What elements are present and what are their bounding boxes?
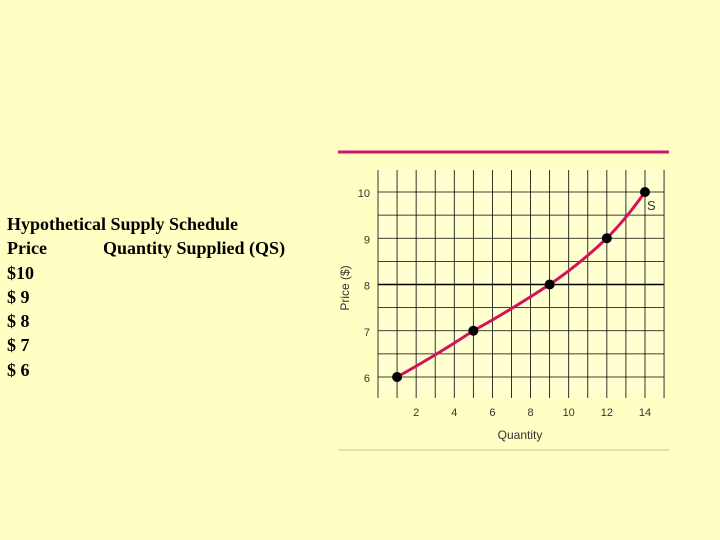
header-qs: Quantity Supplied (QS) [103, 238, 286, 259]
x-tick-label: 4 [451, 407, 457, 419]
data-point [601, 233, 612, 244]
row-price: $ 7 [7, 335, 30, 356]
row-price: $ 8 [7, 311, 30, 332]
y-tick-label: 8 [364, 281, 370, 293]
y-tick-label: 6 [364, 373, 370, 385]
y-tick-label: 9 [364, 234, 370, 246]
row-price: $ 9 [7, 286, 30, 307]
x-tick-label: 10 [563, 407, 575, 419]
series-label: S [647, 198, 656, 213]
row-price: $ 6 [7, 359, 30, 380]
y-tick-label: 10 [358, 188, 370, 200]
schedule-header-row: Price Quantity Supplied (QS) [7, 236, 285, 260]
schedule-title: Hypothetical Supply Schedule [7, 214, 239, 234]
data-point [544, 279, 555, 290]
data-point [392, 372, 403, 382]
header-price: Price [7, 238, 47, 259]
x-axis-label: Quantity [498, 428, 543, 442]
x-tick-label: 2 [413, 407, 419, 419]
x-tick-label: 6 [489, 407, 495, 419]
x-tick-label: 8 [527, 407, 533, 419]
x-tick-label: 14 [639, 407, 651, 419]
data-point [639, 187, 650, 197]
data-point [468, 325, 479, 336]
y-axis-label: Price ($) [338, 265, 352, 310]
row-price: $10 [7, 262, 34, 283]
x-tick-label: 12 [601, 407, 613, 419]
y-tick-label: 7 [364, 327, 370, 339]
